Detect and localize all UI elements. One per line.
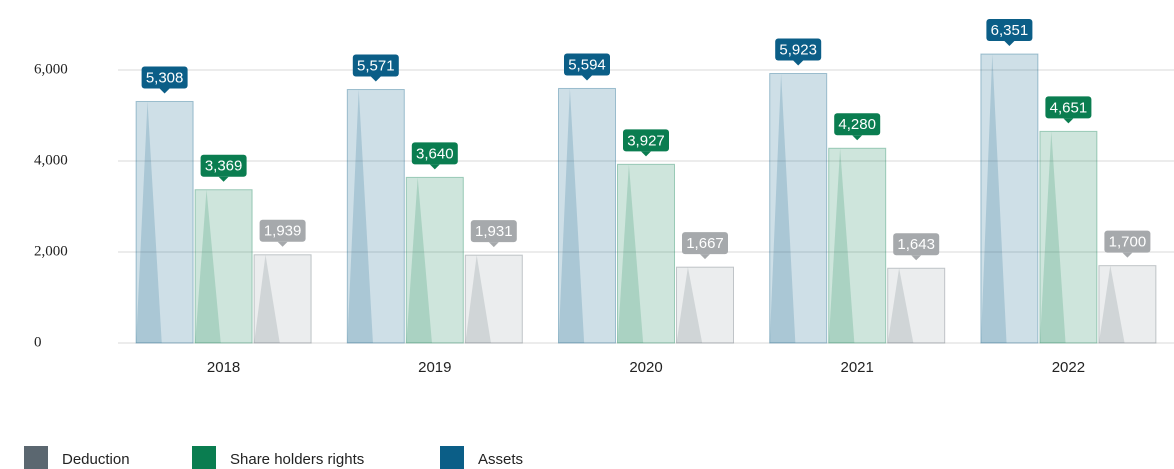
data-label: 5,594 (568, 56, 606, 73)
data-label-pointer (1122, 252, 1133, 258)
bar-facet (1098, 265, 1125, 343)
data-label: 4,651 (1050, 99, 1088, 116)
bar (558, 87, 616, 344)
data-label: 6,351 (991, 22, 1029, 39)
x-tick-label: 2018 (207, 359, 240, 376)
data-label-pointer (277, 241, 288, 247)
data-label: 5,308 (146, 69, 184, 86)
data-label-box (682, 232, 728, 255)
legend-swatch (24, 446, 48, 469)
bar (1098, 265, 1157, 344)
bar (980, 53, 1039, 344)
bar-facet (465, 255, 491, 343)
bar-facet (828, 148, 855, 343)
data-label-box (200, 154, 247, 177)
y-tick-label: 2,000 (34, 243, 68, 259)
data-label-pointer (582, 75, 592, 81)
data-label: 5,923 (779, 41, 817, 58)
data-label-box (564, 53, 610, 76)
data-label: 3,640 (416, 145, 454, 162)
data-label: 1,700 (1109, 234, 1147, 251)
y-tick-label: 6,000 (34, 61, 68, 77)
data-label-pointer (852, 135, 863, 141)
data-label-box (893, 233, 940, 256)
bar (194, 189, 253, 344)
data-label-box (259, 219, 306, 242)
bar (887, 267, 946, 344)
bar-facet (769, 73, 796, 343)
bar-facet (406, 177, 432, 343)
legend-label: Share holders rights (230, 451, 364, 468)
legend-label: Deduction (62, 451, 130, 468)
bar-facet (195, 189, 221, 343)
data-label-box (775, 38, 822, 61)
bar (676, 266, 734, 344)
y-tick-label: 4,000 (34, 152, 68, 168)
data-label-box (986, 19, 1033, 42)
x-tick-label: 2019 (418, 359, 451, 376)
bar (617, 163, 675, 344)
data-label-pointer (911, 255, 922, 261)
data-label-box (411, 142, 458, 165)
data-label: 4,280 (838, 116, 876, 133)
data-label-pointer (1004, 41, 1015, 47)
y-tick-label: 0 (34, 334, 42, 350)
data-label-pointer (488, 242, 499, 248)
bar (828, 147, 887, 344)
bar (464, 254, 523, 344)
data-label-box (141, 66, 188, 89)
data-label: 1,643 (897, 236, 935, 253)
data-label-pointer (641, 151, 651, 157)
data-label: 1,939 (264, 223, 302, 240)
data-label-pointer (218, 176, 229, 182)
bar-facet (887, 268, 914, 343)
bar (405, 176, 464, 344)
bar (135, 100, 194, 344)
data-label-pointer (159, 88, 170, 94)
bar-facet (136, 101, 162, 344)
data-label-pointer (793, 60, 804, 66)
data-label-box (1045, 96, 1092, 119)
legend-swatch (440, 446, 464, 469)
data-label-box (1104, 230, 1151, 253)
data-label: 1,931 (475, 223, 513, 240)
data-label: 5,571 (357, 57, 395, 74)
data-label-box (470, 220, 517, 243)
data-label: 3,927 (627, 132, 665, 149)
data-label-pointer (370, 76, 381, 82)
data-label-box (834, 113, 881, 136)
bar-facet (558, 88, 585, 344)
bar-facet (617, 164, 644, 343)
x-tick-label: 2021 (841, 359, 874, 376)
bar-facet (1039, 131, 1066, 343)
bar-facet (676, 267, 703, 343)
bar-facet (980, 54, 1007, 343)
bar-facet (254, 254, 280, 343)
data-label-box (352, 54, 399, 77)
bar (253, 254, 312, 344)
bar (1039, 130, 1098, 344)
bar (346, 89, 405, 344)
data-label: 3,369 (205, 158, 243, 175)
legend-label: Assets (478, 451, 523, 468)
data-label: 1,667 (686, 235, 724, 252)
x-tick-label: 2022 (1052, 359, 1085, 376)
x-tick-label: 2020 (629, 359, 662, 376)
bar-facet (347, 89, 373, 343)
bar (769, 73, 828, 344)
legend-swatch (192, 446, 216, 469)
data-label-pointer (429, 164, 440, 170)
data-label-pointer (700, 254, 710, 260)
data-label-pointer (1063, 118, 1074, 124)
data-label-box (623, 129, 669, 152)
